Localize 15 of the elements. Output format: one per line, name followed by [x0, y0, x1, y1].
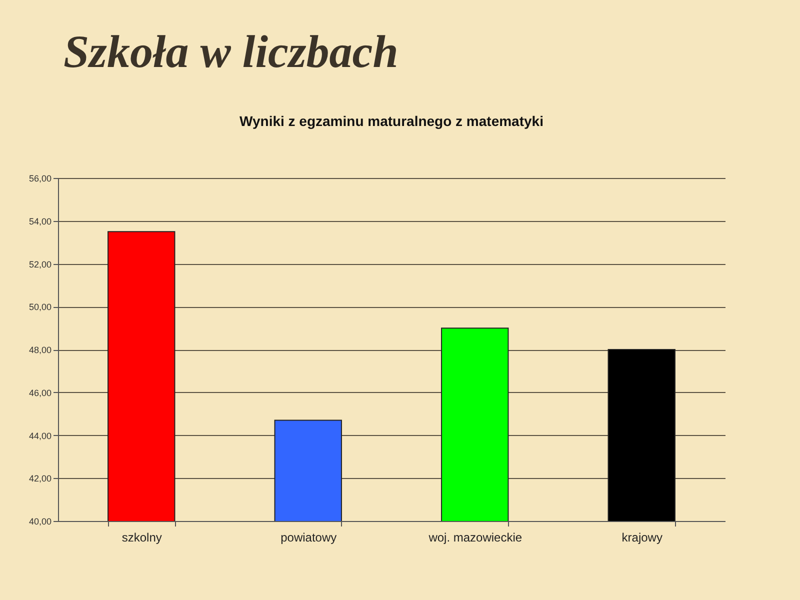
y-tick-label: 50,00: [28, 302, 52, 312]
y-tick-label: 52,00: [28, 259, 52, 270]
x-tick-label: woj. mazowieckie: [428, 530, 522, 544]
y-tick-label: 42,00: [28, 474, 52, 484]
y-tick-label: 44,00: [28, 430, 52, 441]
chart-title: Szkoła w liczbach: [63, 26, 398, 77]
y-tick-label: 46,00: [28, 388, 52, 398]
y-tick-label: 48,00: [28, 345, 52, 355]
chart-subtitle: Wyniki z egzaminu maturalnego z matematyki: [240, 113, 544, 129]
x-tick-label: szkolny: [122, 530, 162, 544]
x-tick-label: powiatowy: [280, 530, 337, 544]
y-tick-label: 56,00: [28, 174, 52, 184]
y-tick-label: 54,00: [28, 216, 52, 226]
x-tick-label: krajowy: [622, 530, 662, 544]
y-tick-label: 40,00: [28, 516, 52, 526]
